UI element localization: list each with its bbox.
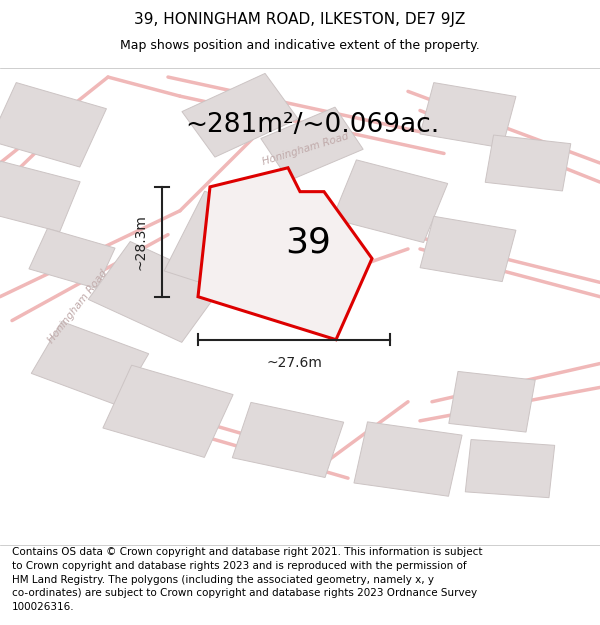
Polygon shape [420, 82, 516, 148]
Text: ~281m²/~0.069ac.: ~281m²/~0.069ac. [185, 112, 439, 138]
Polygon shape [88, 241, 224, 342]
Polygon shape [0, 82, 106, 167]
Text: Honingham Road: Honingham Road [46, 268, 110, 345]
Polygon shape [485, 135, 571, 191]
Polygon shape [420, 216, 516, 282]
Polygon shape [31, 321, 149, 406]
Polygon shape [465, 439, 555, 498]
Polygon shape [332, 160, 448, 242]
Polygon shape [164, 191, 316, 307]
Polygon shape [103, 365, 233, 458]
Polygon shape [232, 402, 344, 478]
Polygon shape [182, 73, 298, 157]
Text: Map shows position and indicative extent of the property.: Map shows position and indicative extent… [120, 39, 480, 52]
Text: Honingham Road: Honingham Road [262, 131, 350, 167]
Polygon shape [0, 161, 80, 232]
Text: Contains OS data © Crown copyright and database right 2021. This information is : Contains OS data © Crown copyright and d… [12, 548, 482, 612]
Polygon shape [449, 371, 535, 432]
Polygon shape [29, 229, 115, 289]
Polygon shape [354, 422, 462, 496]
Text: ~27.6m: ~27.6m [266, 356, 322, 371]
Text: 39, HONINGHAM ROAD, ILKESTON, DE7 9JZ: 39, HONINGHAM ROAD, ILKESTON, DE7 9JZ [134, 12, 466, 27]
Polygon shape [198, 168, 372, 339]
Text: 39: 39 [285, 226, 331, 260]
Polygon shape [261, 107, 363, 181]
Text: ~28.3m: ~28.3m [133, 214, 147, 270]
